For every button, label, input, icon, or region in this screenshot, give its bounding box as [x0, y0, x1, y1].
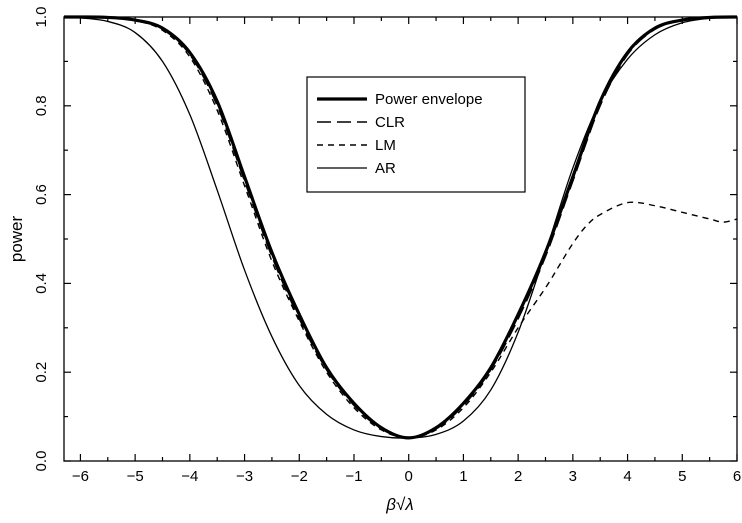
- x-tick-label: 4: [623, 468, 631, 485]
- x-tick-label: 2: [514, 468, 522, 485]
- x-tick-label: 1: [459, 468, 467, 485]
- x-tick-label: 6: [733, 468, 741, 485]
- legend-label-ar: AR: [375, 160, 396, 177]
- y-tick-label: 1.0: [33, 7, 50, 28]
- y-tick-label: 0.6: [33, 184, 50, 205]
- y-tick-label: 0.0: [33, 451, 50, 472]
- x-axis-title: β√λ: [385, 495, 413, 514]
- y-tick-label: 0.4: [33, 273, 50, 294]
- y-axis-title: power: [7, 216, 26, 263]
- series-layer: [63, 15, 738, 440]
- tick-layer: −6 −5 −4 −3 −2 −1 0 1 2 3 4 5 6 0.0 0.2 0.4 0.6 0.8 1.0: [33, 7, 741, 485]
- x-tick-label: 0: [405, 468, 413, 485]
- legend-label-lm: LM: [375, 137, 396, 154]
- series-line-clr: [63, 16, 738, 439]
- series-line-ar: [63, 16, 738, 439]
- x-tick-label: −6: [72, 468, 89, 485]
- x-tick-label: 5: [678, 468, 686, 485]
- x-tick-label: −1: [345, 468, 362, 485]
- x-tick-label: 3: [569, 468, 577, 485]
- y-tick-label: 0.2: [33, 362, 50, 383]
- y-tick-label: 0.8: [33, 95, 50, 116]
- x-tick-label: −2: [291, 468, 308, 485]
- legend-box: [306, 76, 526, 193]
- x-tick-label: −5: [127, 468, 144, 485]
- series-line-lm: [63, 16, 738, 439]
- x-tick-label: −3: [236, 468, 253, 485]
- series-line-power-envelope: [63, 15, 738, 440]
- legend-label-power-envelope: Power envelope: [375, 91, 483, 108]
- legend: Power envelope CLR LM AR: [306, 76, 526, 193]
- legend-items: Power envelope CLR LM AR: [317, 91, 483, 177]
- x-tick-label: −4: [181, 468, 198, 485]
- legend-label-clr: CLR: [375, 114, 405, 131]
